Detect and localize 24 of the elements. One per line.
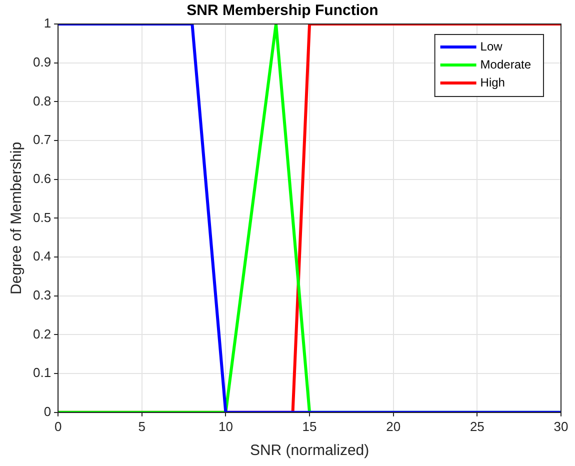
y-tick-label: 0.6 <box>32 170 52 186</box>
x-tick-label: 5 <box>138 418 146 434</box>
y-tick-label: 0.1 <box>32 365 52 380</box>
y-tick-label: 0.8 <box>32 93 52 108</box>
y-tick-label: 0.7 <box>32 132 52 148</box>
y-axis-title: Degree of Membership <box>8 142 26 294</box>
x-tick-label: 15 <box>302 418 317 434</box>
legend-label: Moderate <box>480 57 532 72</box>
x-axis-title: SNR (normalized) <box>250 442 370 460</box>
y-tick-label: 0.3 <box>32 287 52 302</box>
x-tick-label: 30 <box>554 418 568 434</box>
legend-label: Low <box>480 39 503 54</box>
chart-title: SNR Membership Function <box>186 2 378 20</box>
y-tick-label: 0.2 <box>32 326 52 342</box>
x-tick-label: 10 <box>218 418 233 434</box>
y-tick-label: 0.9 <box>32 54 52 70</box>
y-tick-label: 0 <box>44 404 52 419</box>
legend-label: High <box>480 75 505 90</box>
x-tick-label: 25 <box>470 418 484 434</box>
y-tick-label: 0.5 <box>32 210 52 225</box>
y-tick-label: 1 <box>44 16 52 31</box>
y-tick-label: 0.4 <box>32 248 52 264</box>
x-tick-label: 20 <box>386 418 401 434</box>
x-tick-label: 0 <box>54 418 62 434</box>
